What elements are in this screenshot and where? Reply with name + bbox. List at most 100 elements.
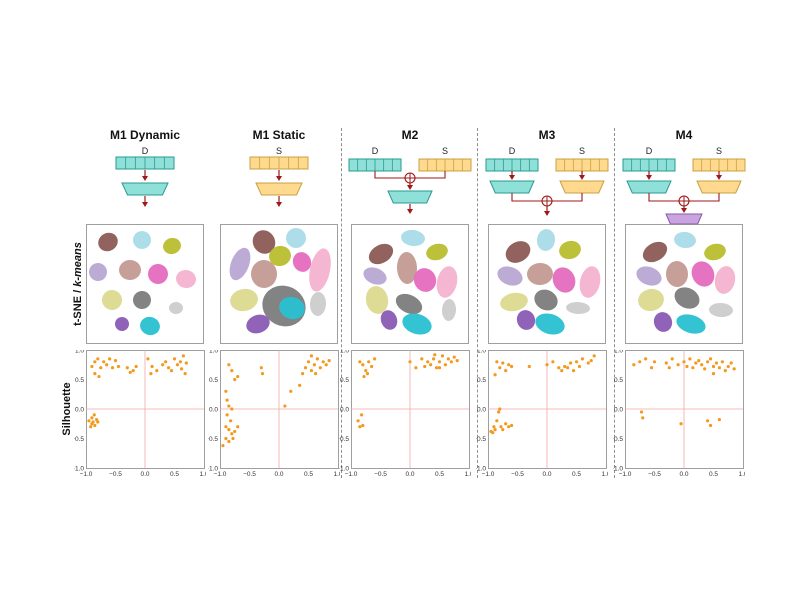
silhouette-point	[356, 419, 360, 423]
silhouette-point	[327, 359, 331, 363]
silhouette-point	[309, 369, 314, 373]
tsne-cluster	[279, 296, 305, 320]
silhouette-point	[571, 369, 576, 373]
architecture-diagram: D	[115, 146, 175, 207]
silhouette-point	[504, 422, 508, 426]
model-column-m1-static: M1 Static S 1.0 0.5 0.0 −0.5 −1.0−1.0 −0.5 0.0 0.…	[208, 120, 344, 480]
silhouette-point	[507, 425, 511, 429]
silhouette-point	[306, 360, 311, 364]
tsne-cluster	[140, 316, 160, 336]
y-tick-label: −1.0	[74, 466, 84, 473]
silhouette-point	[708, 423, 713, 428]
silhouette-point	[489, 429, 493, 434]
tsne-cluster-panel	[625, 224, 743, 344]
silhouette-point	[224, 436, 228, 441]
encoder-shape	[626, 180, 672, 194]
silhouette-point	[362, 374, 366, 379]
tsne-cluster	[365, 286, 389, 314]
silhouette-point	[574, 360, 579, 364]
silhouette-point	[373, 357, 377, 361]
tsne-cluster	[426, 243, 448, 261]
silhouette-point	[706, 360, 710, 364]
encoder-shape	[255, 182, 303, 196]
silhouette-point	[420, 357, 424, 361]
silhouette-point	[492, 425, 496, 429]
silhouette-point	[497, 410, 501, 414]
tsne-cluster-panel	[220, 224, 338, 344]
x-tick-label: 0.5	[304, 471, 313, 478]
silhouette-point	[685, 364, 689, 369]
silhouette-point	[545, 363, 549, 367]
silhouette-point	[437, 366, 442, 370]
silhouette-point	[178, 360, 182, 364]
silhouette-point	[183, 372, 187, 376]
silhouette-point	[644, 357, 648, 361]
silhouette-point	[90, 364, 94, 369]
x-tick-label: −1.0	[214, 471, 227, 478]
model-title: M4	[675, 128, 693, 142]
tsne-cluster	[535, 313, 565, 335]
x-tick-label: −0.5	[109, 471, 122, 478]
silhouette-point	[161, 363, 165, 367]
y-tick-label: −0.5	[339, 436, 349, 443]
silhouette-point	[449, 360, 453, 364]
input-label-s: S	[442, 146, 448, 156]
silhouette-point	[706, 419, 710, 423]
silhouette-point	[566, 366, 570, 370]
silhouette-point	[225, 398, 229, 402]
silhouette-point	[233, 429, 237, 434]
silhouette-point	[700, 363, 704, 367]
silhouette-point	[551, 360, 555, 364]
x-tick-label: 0.5	[170, 471, 179, 478]
silhouette-point	[711, 364, 716, 369]
tsne-cluster	[286, 228, 306, 248]
x-tick-label: 1.0	[464, 471, 471, 478]
silhouette-point	[423, 364, 427, 369]
scatter-frame	[625, 350, 744, 469]
scatter-frame	[488, 350, 607, 469]
tsne-cluster	[691, 261, 715, 287]
silhouette-point	[93, 423, 97, 428]
silhouette-point	[455, 359, 459, 363]
input-label-s: S	[579, 146, 585, 156]
y-tick-label: 0.5	[209, 377, 218, 384]
tsne-cluster	[309, 248, 331, 292]
tsne-cluster	[148, 264, 168, 284]
silhouette-point	[169, 369, 174, 373]
input-label: D	[142, 146, 149, 156]
tsne-cluster	[505, 241, 531, 263]
tsne-cluster-panel	[86, 224, 204, 344]
tsne-cluster	[638, 288, 664, 312]
silhouette-point	[150, 364, 154, 369]
tsne-cluster	[396, 252, 418, 284]
silhouette-label-text: Silhouette	[61, 382, 73, 436]
silhouette-point	[113, 359, 118, 363]
tsne-cluster	[229, 247, 251, 281]
y-tick-label: −1.0	[339, 466, 349, 473]
scatter-frame	[86, 350, 205, 469]
input-label-s: S	[716, 146, 722, 156]
encoder-shape	[489, 180, 535, 194]
x-tick-label: 0.5	[435, 471, 444, 478]
silhouette-point	[110, 366, 115, 370]
x-tick-label: −1.0	[619, 471, 632, 478]
tsne-cluster	[642, 241, 668, 263]
x-tick-label: 1.0	[601, 471, 608, 478]
arrow-head	[716, 175, 722, 180]
tsne-cluster	[363, 267, 387, 285]
silhouette-point	[146, 357, 150, 361]
tsne-cluster	[368, 243, 394, 265]
silhouette-point	[495, 360, 499, 364]
silhouette-point	[586, 361, 590, 365]
silhouette-point	[324, 363, 328, 367]
y-tick-label: 1.0	[477, 350, 486, 355]
x-tick-label: 0.5	[572, 471, 581, 478]
silhouette-point	[708, 357, 713, 361]
silhouette-point	[230, 407, 234, 411]
separator-3	[614, 128, 615, 478]
silhouette-point	[95, 418, 99, 422]
silhouette-point	[96, 420, 100, 424]
x-tick-label: 1.0	[738, 471, 745, 478]
silhouette-point	[691, 366, 695, 370]
